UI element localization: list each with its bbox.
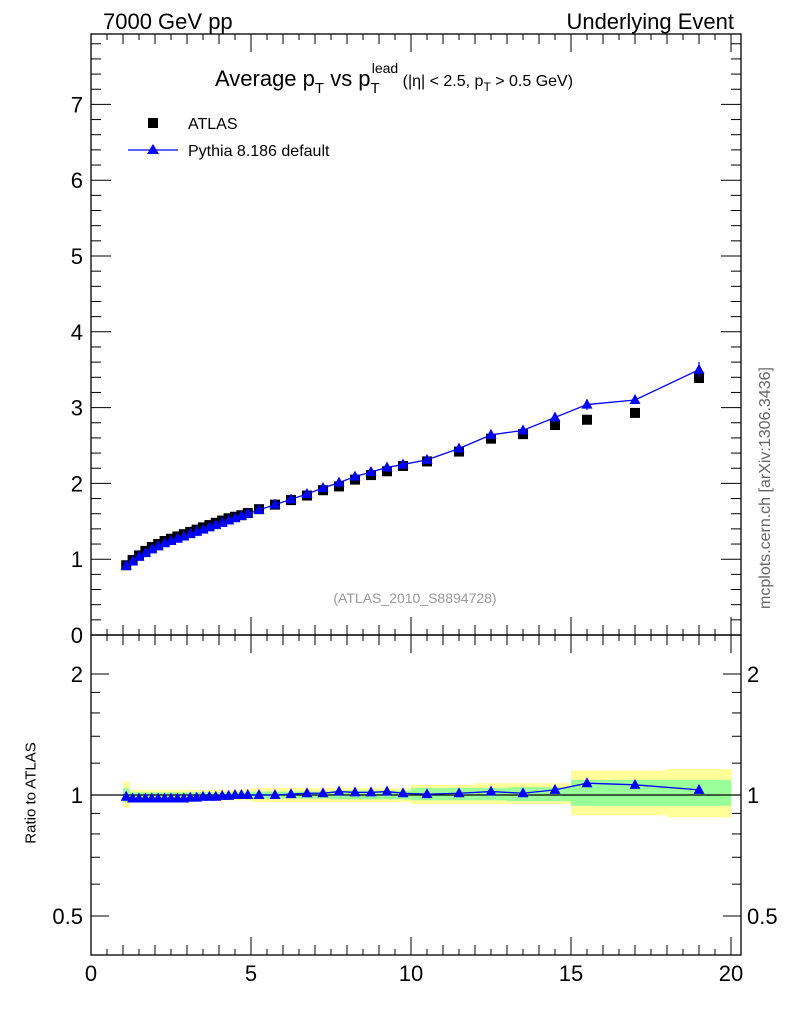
atlas-data-point	[694, 373, 704, 384]
header-right-label: Underlying Event	[566, 9, 734, 34]
pythia-data-point	[629, 394, 641, 405]
ratio-data-point	[242, 789, 254, 799]
pythia-data-point	[365, 466, 377, 477]
pythia-data-point	[349, 470, 361, 481]
ratio-panel: 0 5 10 15 20 0.5 0.5 1 1 2 2	[52, 634, 778, 986]
ratio-ytick-label: 2	[71, 662, 83, 687]
pythia-data-point	[285, 493, 297, 504]
ratio-data-point	[581, 777, 593, 788]
main-ytick-label: 5	[71, 244, 83, 269]
ratio-ytick-label-right: 0.5	[747, 904, 778, 929]
ratio-data-point	[421, 788, 433, 799]
ratio-data-point	[381, 785, 393, 796]
legend-label-pythia: Pythia 8.186 default	[188, 143, 330, 160]
pythia-data-point	[253, 503, 265, 514]
pythia-data-point	[152, 540, 164, 551]
pythia-data-point	[269, 498, 281, 509]
header-left-label: 7000 GeV pp	[103, 9, 233, 34]
ratio-data-point	[397, 787, 409, 798]
ratio-xtick-label: 10	[399, 961, 423, 986]
pythia-series-line	[125, 369, 700, 567]
analysis-watermark: (ATLAS_2010_S8894728)	[333, 590, 496, 606]
ratio-data-point	[333, 785, 345, 796]
main-ytick-label: 4	[71, 320, 83, 345]
pythia-data-point	[421, 453, 433, 464]
ratio-data-point	[453, 787, 465, 798]
ratio-data-point	[485, 785, 497, 796]
ratio-data-point	[365, 786, 377, 797]
atlas-data-point	[550, 420, 560, 431]
ratio-data-point	[301, 787, 313, 798]
main-ytick-label: 3	[71, 396, 83, 421]
pythia-data-point	[301, 488, 313, 499]
pythia-data-point	[517, 424, 529, 435]
ratio-data-point	[120, 790, 132, 801]
ratio-data-point	[517, 787, 529, 798]
ratio-band-green	[507, 787, 571, 802]
ratio-ytick-label: 1	[71, 783, 83, 808]
main-ytick-label: 1	[71, 547, 83, 572]
atlas-data-point	[630, 407, 640, 418]
pythia-data-point	[120, 560, 132, 571]
ratio-data-point	[253, 789, 265, 799]
ratio-ytick-label-right: 2	[747, 662, 759, 687]
ratio-xtick-label: 5	[245, 961, 257, 986]
legend-marker-atlas	[148, 118, 158, 128]
ratio-data-point	[693, 783, 705, 794]
ratio-data-point	[285, 788, 297, 799]
legend-label-atlas: ATLAS	[188, 116, 238, 133]
pythia-data-point	[317, 481, 329, 492]
main-ytick-label: 0	[71, 623, 83, 648]
pythia-data-point	[139, 547, 151, 558]
ratio-xtick-label: 0	[85, 961, 97, 986]
pythia-data-point	[549, 411, 561, 422]
ratio-ytick-label: 0.5	[52, 904, 83, 929]
main-panel: 1 2 3 4 5 6 7 0	[71, 33, 742, 648]
main-ytick-label: 2	[71, 471, 83, 496]
ratio-data-point	[629, 778, 641, 789]
ratio-xtick-label: 20	[719, 961, 743, 986]
atlas-data-point	[582, 414, 592, 425]
plot-title: Average pT vs pTlead (|η| < 2.5, pT > 0.…	[215, 60, 573, 97]
pythia-data-point	[453, 442, 465, 453]
ratio-data-point	[269, 789, 281, 799]
pythia-data-point	[127, 555, 139, 566]
ratio-xtick-label: 15	[559, 961, 583, 986]
ratio-ytick-label-right: 1	[747, 783, 759, 808]
pythia-data-point	[242, 507, 254, 518]
main-ytick-label: 6	[71, 168, 83, 193]
pythia-data-point	[381, 461, 393, 472]
ratio-data-point	[317, 787, 329, 798]
main-ytick-label: 7	[71, 92, 83, 117]
legend-marker-pythia	[147, 144, 159, 154]
ratio-data-point	[349, 786, 361, 797]
pythia-data-point	[133, 550, 145, 561]
pythia-data-point	[397, 458, 409, 469]
pythia-data-point	[146, 543, 158, 554]
pythia-data-point	[333, 476, 345, 487]
legend: ATLAS Pythia 8.186 default	[128, 116, 330, 160]
pythia-data-point	[485, 428, 497, 439]
ratio-data-point	[549, 783, 561, 794]
